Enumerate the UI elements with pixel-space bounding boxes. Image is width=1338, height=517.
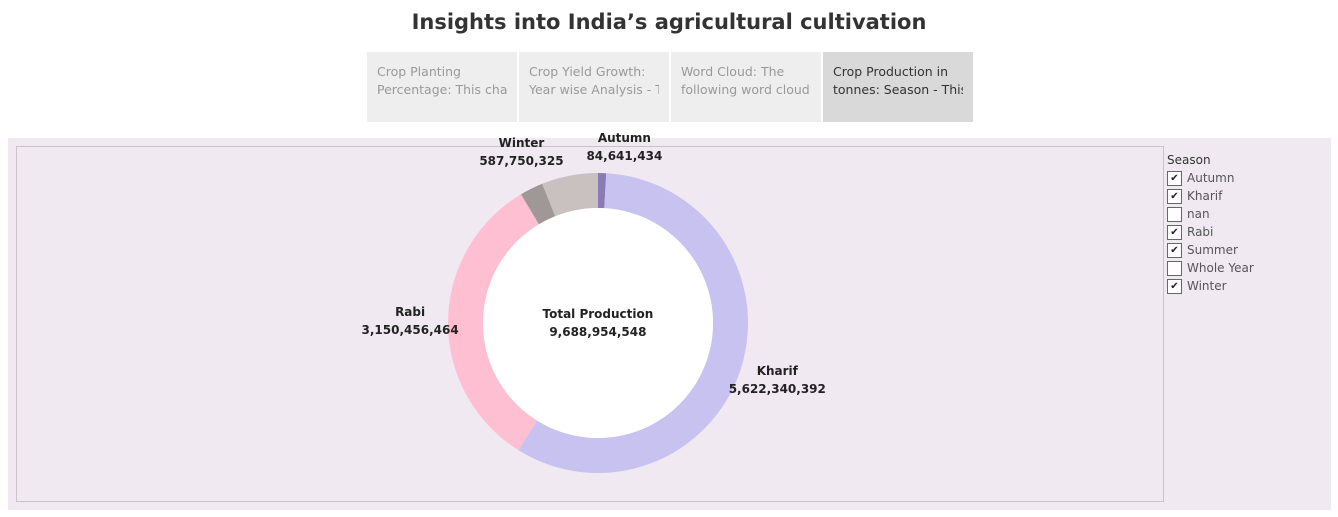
slice-value: 5,622,340,392 [728, 381, 826, 396]
legend-item-whole-year[interactable]: Whole Year [1167, 259, 1254, 277]
tab-crop-planting[interactable]: Crop Planting Percentage: This char.. [367, 52, 517, 122]
slice-name: Autumn [597, 131, 651, 146]
legend-label: Winter [1187, 279, 1227, 293]
legend-item-autumn[interactable]: ✔ Autumn [1167, 169, 1254, 187]
checkbox[interactable]: ✔ [1167, 224, 1182, 240]
legend-label: Whole Year [1187, 261, 1254, 275]
slice-value: 84,641,434 [586, 149, 663, 164]
legend-label: Kharif [1187, 189, 1223, 203]
slice-name: Rabi [395, 305, 426, 320]
tab-label-line2: tonnes: Season - This .. [833, 82, 963, 97]
donut-hole [483, 208, 713, 438]
tab-label-line1: Word Cloud: The [681, 64, 785, 79]
story-tabs: Crop Planting Percentage: This char.. Cr… [367, 52, 973, 122]
legend-label: Summer [1187, 243, 1238, 257]
legend-item-kharif[interactable]: ✔ Kharif [1167, 187, 1254, 205]
chart-frame: Total Production 9,688,954,548 Autumn 84… [16, 131, 1164, 502]
slice-label-winter: Winter 587,750,325 [479, 134, 563, 170]
slice-kharif[interactable] [518, 173, 748, 473]
slice-name: Kharif [756, 363, 798, 378]
slice-winter[interactable] [542, 173, 598, 217]
tab-word-cloud[interactable]: Word Cloud: The following word cloud .. [671, 52, 821, 122]
checkbox[interactable] [1167, 260, 1182, 276]
donut-chart [448, 173, 748, 473]
page-title: Insights into India’s agricultural culti… [411, 10, 927, 34]
legend-label: Autumn [1187, 171, 1235, 185]
tab-crop-production[interactable]: Crop Production in tonnes: Season - This… [823, 52, 973, 122]
legend-item-summer[interactable]: ✔ Summer [1167, 241, 1254, 259]
tab-label-line2: following word cloud .. [681, 82, 811, 97]
tab-label-line2: Percentage: This char.. [377, 82, 507, 97]
tab-label-line1: Crop Yield Growth: [529, 64, 646, 79]
legend-item-rabi[interactable]: ✔ Rabi [1167, 223, 1254, 241]
slice-autumn[interactable] [598, 173, 607, 209]
legend-item-winter[interactable]: ✔ Winter [1167, 277, 1254, 295]
slice-label-rabi: Rabi 3,150,456,464 [362, 303, 459, 339]
slice-rabi[interactable] [448, 194, 539, 451]
tab-label-line1: Crop Production in [833, 64, 949, 79]
checkbox[interactable]: ✔ [1167, 188, 1182, 204]
legend-label: Rabi [1187, 225, 1214, 239]
slice-value: 587,750,325 [479, 153, 564, 168]
center-title: Total Production [542, 307, 654, 321]
legend-label: nan [1187, 207, 1210, 221]
tab-label-line2: Year wise Analysis - T.. [529, 82, 659, 97]
checkbox[interactable]: ✔ [1167, 278, 1182, 294]
checkbox[interactable]: ✔ [1167, 242, 1182, 258]
center-value: 9,688,954,548 [549, 325, 647, 339]
slice-value: 3,150,456,464 [361, 323, 459, 338]
checkbox[interactable] [1167, 206, 1182, 222]
tab-label-line1: Crop Planting [377, 64, 461, 79]
legend-item-nan[interactable]: nan [1167, 205, 1254, 223]
season-filter: Season ✔ Autumn ✔ Kharif nan ✔ Rabi ✔ Su… [1167, 153, 1254, 295]
slice-label-autumn: Autumn 84,641,434 [586, 129, 662, 165]
checkbox[interactable]: ✔ [1167, 170, 1182, 186]
dashboard-panel: Total Production 9,688,954,548 Autumn 84… [8, 131, 1331, 510]
slice-summer[interactable] [520, 183, 556, 225]
slice-label-kharif: Kharif 5,622,340,392 [729, 362, 826, 398]
slice-name: Winter [498, 135, 545, 150]
center-label: Total Production 9,688,954,548 [543, 305, 654, 341]
tab-crop-yield[interactable]: Crop Yield Growth: Year wise Analysis - … [519, 52, 669, 122]
legend-title: Season [1167, 153, 1211, 167]
